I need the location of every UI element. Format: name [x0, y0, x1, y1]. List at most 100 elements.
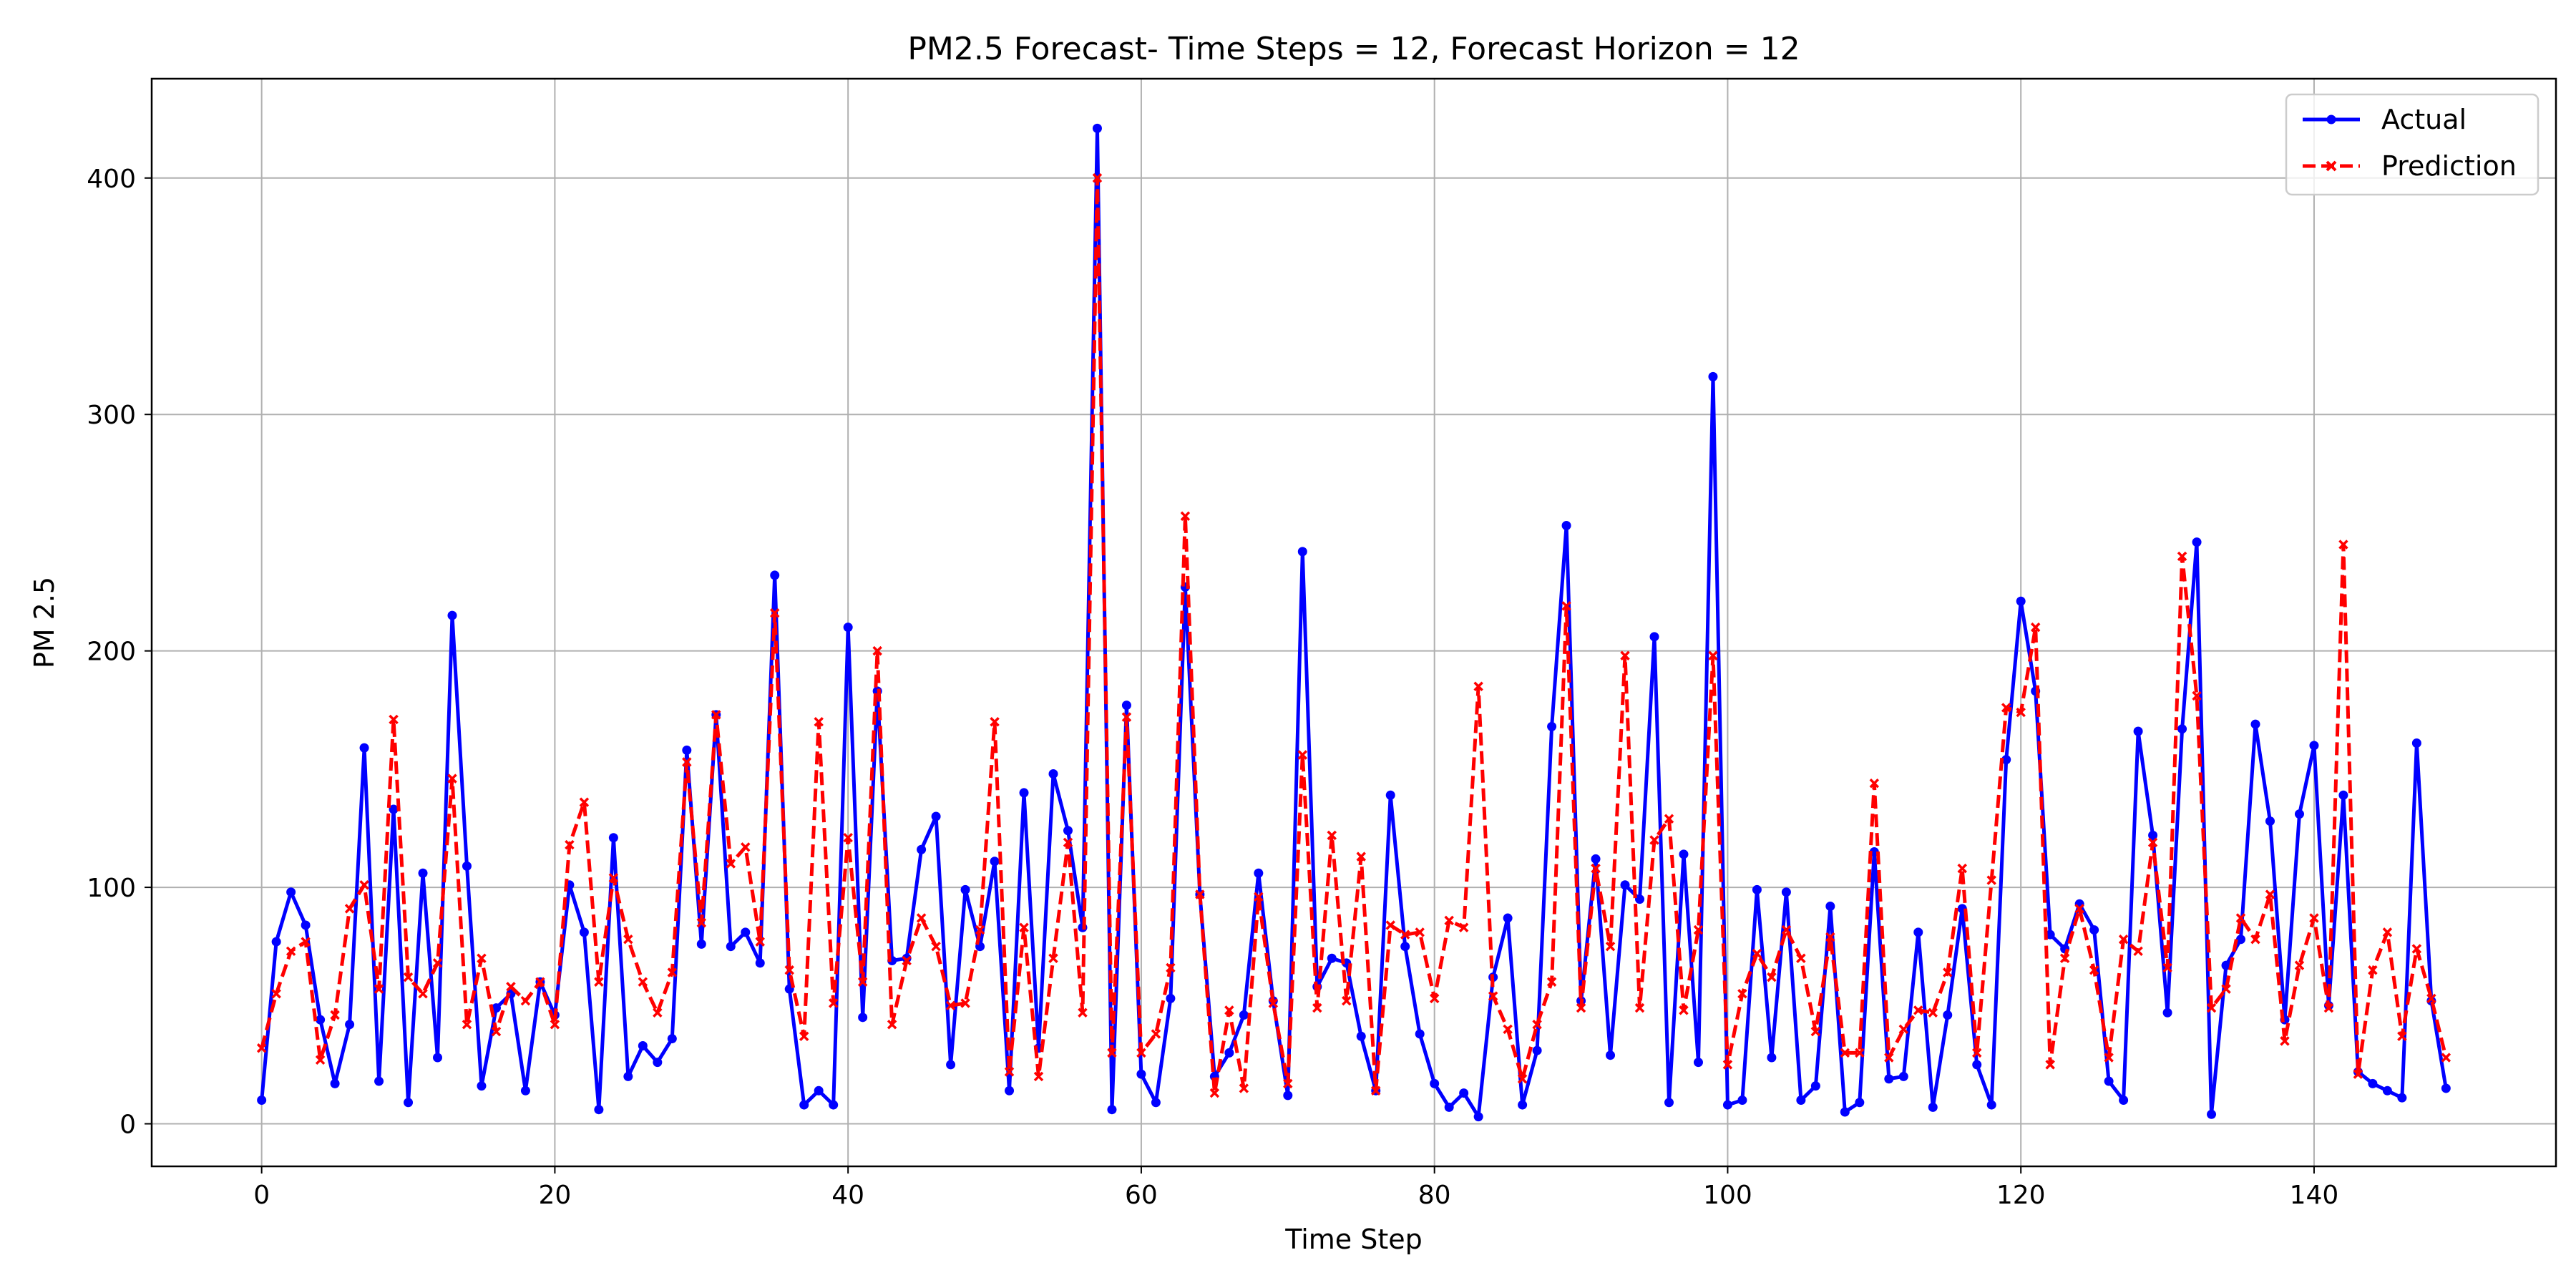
data-point-prediction — [2221, 984, 2231, 994]
data-point-prediction — [1546, 977, 1557, 987]
data-point-prediction — [2118, 935, 2129, 945]
data-point-prediction — [1679, 1005, 1689, 1015]
series-actual — [257, 123, 2451, 1122]
legend-prediction-label: Prediction — [2381, 150, 2517, 182]
data-point-prediction — [1078, 1008, 1088, 1018]
data-point-prediction — [1884, 1053, 1894, 1063]
data-point-actual — [1532, 1045, 1542, 1055]
data-point-prediction — [2294, 960, 2305, 970]
data-point-prediction — [653, 1008, 663, 1018]
data-point-prediction — [1458, 922, 1469, 932]
data-point-prediction — [857, 977, 868, 987]
data-point-actual — [1986, 1100, 1996, 1110]
legend-prediction-marker — [2326, 160, 2337, 172]
data-point-actual — [1136, 1069, 1146, 1079]
data-point-actual — [1473, 1112, 1483, 1122]
data-point-prediction — [565, 839, 575, 850]
data-point-prediction — [1620, 650, 1630, 660]
data-point-actual — [404, 1098, 414, 1108]
data-point-prediction — [344, 904, 355, 914]
data-point-actual — [1737, 1095, 1747, 1105]
data-point-actual — [814, 1085, 824, 1096]
x-tick-label: 140 — [2290, 1181, 2339, 1210]
data-point-prediction — [1810, 1026, 1821, 1037]
data-point-prediction — [2074, 904, 2084, 914]
data-point-actual — [2441, 1083, 2451, 1093]
data-point-prediction — [828, 998, 839, 1008]
data-point-prediction — [1327, 830, 1337, 841]
data-point-prediction — [769, 608, 780, 618]
data-point-prediction — [682, 757, 692, 767]
data-point-actual — [1767, 1053, 1777, 1063]
data-point-prediction — [2104, 1053, 2114, 1063]
data-point-prediction — [1649, 835, 1659, 845]
data-point-prediction — [2001, 703, 2011, 713]
data-point-prediction — [1737, 989, 1747, 999]
data-point-prediction — [1209, 1088, 1220, 1098]
data-point-prediction — [741, 842, 751, 852]
data-point-prediction — [1767, 972, 1777, 982]
data-point-actual — [2294, 809, 2304, 819]
data-point-actual — [755, 958, 765, 968]
data-point-actual — [1063, 826, 1073, 836]
data-point-actual — [2177, 724, 2187, 734]
x-tick-label: 40 — [831, 1181, 864, 1210]
data-point-prediction — [1986, 875, 1996, 885]
data-point-actual — [946, 1060, 956, 1070]
data-point-actual — [608, 833, 618, 843]
data-point-actual — [1561, 521, 1571, 531]
legend-actual-label: Actual — [2381, 104, 2467, 135]
data-point-actual — [345, 1020, 355, 1030]
data-point-prediction — [902, 955, 912, 966]
data-point-actual — [1092, 123, 1102, 133]
data-point-prediction — [608, 873, 619, 883]
data-point-prediction — [286, 946, 296, 957]
data-point-prediction — [447, 774, 457, 784]
data-point-actual — [2192, 537, 2202, 547]
data-point-prediction — [1634, 1002, 1645, 1013]
data-point-prediction — [330, 1010, 340, 1020]
data-point-prediction — [1943, 967, 1953, 977]
data-point-actual — [1913, 927, 1923, 937]
data-point-prediction — [623, 935, 633, 945]
data-point-actual — [2309, 741, 2319, 751]
data-point-prediction — [2162, 962, 2172, 973]
data-point-actual — [1810, 1081, 1820, 1091]
data-point-prediction — [2338, 540, 2348, 550]
data-point-prediction — [1151, 1029, 1161, 1039]
x-axis-label: Time Step — [1284, 1224, 1423, 1255]
data-point-prediction — [1576, 1002, 1586, 1013]
data-point-actual — [1224, 1048, 1234, 1058]
data-point-prediction — [520, 995, 531, 1006]
data-point-actual — [2045, 930, 2055, 940]
data-point-actual — [1664, 1098, 1674, 1108]
data-point-prediction — [1283, 1078, 1293, 1089]
data-point-actual — [2133, 726, 2143, 736]
x-tick-label: 80 — [1418, 1181, 1451, 1210]
data-point-actual — [1503, 913, 1513, 923]
data-point-actual — [1283, 1091, 1293, 1101]
data-point-actual — [931, 811, 941, 821]
data-point-actual — [1400, 942, 1410, 952]
data-point-prediction — [1312, 1002, 1322, 1013]
data-point-prediction — [2368, 965, 2378, 975]
data-point-prediction — [1254, 892, 1264, 902]
data-point-prediction — [2059, 953, 2070, 963]
data-point-prediction — [2147, 837, 2158, 848]
data-point-prediction — [2045, 1060, 2055, 1070]
data-point-prediction — [403, 972, 414, 982]
data-point-actual — [1005, 1085, 1015, 1096]
data-point-prediction — [256, 1043, 267, 1053]
data-point-prediction — [1957, 863, 1967, 874]
data-point-prediction — [667, 967, 678, 977]
data-point-actual — [696, 939, 706, 949]
data-point-actual — [2016, 596, 2026, 606]
plot-frame — [150, 77, 2557, 1168]
data-point-prediction — [2426, 993, 2436, 1004]
data-point-actual — [1385, 790, 1395, 800]
data-point-actual — [271, 937, 281, 947]
data-point-prediction — [916, 913, 927, 923]
data-point-prediction — [1708, 650, 1718, 660]
data-point-actual — [1430, 1078, 1440, 1088]
data-point-prediction — [389, 714, 399, 725]
